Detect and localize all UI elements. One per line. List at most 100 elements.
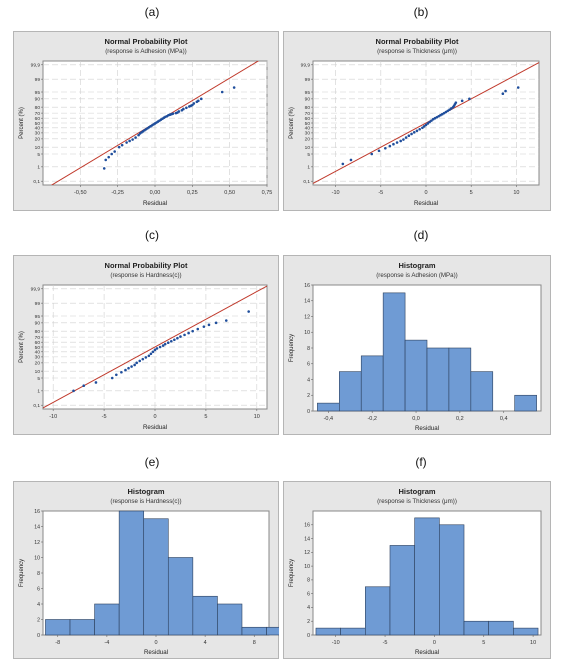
histogram-bar bbox=[360, 355, 384, 412]
histogram-bar bbox=[365, 586, 391, 636]
y-axis-label: Frequency bbox=[289, 334, 295, 362]
y-tick-label: 20 bbox=[305, 137, 311, 143]
y-tick-label: 10 bbox=[35, 369, 41, 375]
data-point bbox=[94, 381, 98, 384]
data-point bbox=[197, 99, 200, 103]
y-tick-label: 1 bbox=[37, 389, 40, 395]
data-point bbox=[104, 158, 108, 162]
y-tick-label: 99 bbox=[305, 77, 311, 83]
data-point bbox=[128, 139, 131, 143]
data-point bbox=[169, 339, 173, 343]
data-point bbox=[185, 106, 188, 110]
y-tick-label: 16 bbox=[34, 509, 40, 515]
y-tick-label: 0,1 bbox=[33, 403, 40, 409]
data-point bbox=[120, 143, 124, 147]
y-tick-label: 8 bbox=[307, 346, 310, 352]
histogram-bar bbox=[339, 371, 362, 412]
y-tick-label: 10 bbox=[304, 330, 310, 336]
data-point bbox=[158, 345, 162, 349]
data-point bbox=[410, 132, 413, 136]
x-tick-label: 10 bbox=[530, 640, 536, 646]
panel-label-b: (b) bbox=[413, 5, 429, 19]
chart-c-hardness-probability: Normal Probability Plot (response is Hard… bbox=[13, 255, 279, 435]
y-tick-label: 90 bbox=[305, 97, 311, 103]
y-axis-label: Percent (%) bbox=[19, 107, 25, 139]
data-point bbox=[426, 122, 430, 125]
x-axis-label: Residual bbox=[143, 200, 167, 207]
data-point bbox=[349, 158, 353, 162]
data-point bbox=[450, 107, 453, 110]
data-point bbox=[404, 136, 408, 139]
x-tick-label: 0,25 bbox=[187, 190, 198, 196]
y-tick-label: 95 bbox=[35, 314, 41, 320]
data-point bbox=[130, 365, 133, 368]
data-point bbox=[468, 97, 471, 101]
y-tick-label: 20 bbox=[35, 361, 41, 367]
y-tick-label: 30 bbox=[35, 355, 41, 361]
chart-title: Normal Probability Plot bbox=[105, 37, 188, 46]
x-tick-label: 5 bbox=[204, 414, 207, 420]
y-tick-label: 6 bbox=[307, 591, 310, 597]
histogram-bar bbox=[118, 510, 145, 636]
data-point bbox=[220, 90, 224, 94]
data-point bbox=[171, 112, 175, 115]
y-tick-label: 80 bbox=[35, 329, 41, 335]
y-tick-label: 0 bbox=[307, 633, 310, 639]
y-tick-label: 5 bbox=[37, 376, 40, 382]
x-tick-label: -5 bbox=[102, 414, 107, 420]
y-tick-label: 0,1 bbox=[303, 179, 310, 185]
y-tick-label: 60 bbox=[35, 116, 41, 122]
data-point bbox=[430, 119, 433, 122]
data-point bbox=[388, 144, 392, 148]
histogram-bar bbox=[94, 603, 120, 636]
y-tick-label: 70 bbox=[35, 335, 41, 341]
y-axis-label: Percent (%) bbox=[289, 107, 295, 139]
data-point bbox=[460, 99, 464, 103]
data-point bbox=[370, 152, 374, 156]
chart-subtitle: (response is Adhesion (MPa)) bbox=[105, 48, 187, 55]
panel-label-f: (f) bbox=[415, 455, 427, 469]
data-point bbox=[155, 347, 159, 350]
data-point bbox=[115, 373, 118, 377]
y-tick-label: 99,9 bbox=[31, 63, 41, 69]
data-point bbox=[247, 310, 250, 313]
x-tick-label: -5 bbox=[383, 640, 388, 646]
x-tick-label: 0 bbox=[154, 640, 157, 646]
x-tick-label: 0,0 bbox=[412, 416, 420, 422]
data-point bbox=[214, 321, 218, 325]
data-point bbox=[179, 335, 182, 338]
data-point bbox=[177, 110, 181, 113]
data-point bbox=[501, 92, 505, 96]
data-point bbox=[224, 319, 228, 322]
x-axis-label: Residual bbox=[143, 424, 167, 431]
data-point bbox=[82, 384, 86, 387]
data-point bbox=[166, 341, 170, 345]
y-tick-label: 16 bbox=[304, 283, 310, 289]
histogram-bar bbox=[317, 402, 340, 412]
y-tick-label: 50 bbox=[35, 345, 41, 351]
data-point bbox=[341, 162, 345, 166]
x-tick-label: 5 bbox=[482, 640, 485, 646]
y-tick-label: 6 bbox=[307, 362, 310, 368]
histogram-bar bbox=[143, 518, 169, 636]
data-point bbox=[163, 342, 167, 346]
data-point bbox=[110, 152, 113, 156]
data-point bbox=[133, 363, 136, 367]
y-axis-label: Percent (%) bbox=[19, 331, 25, 363]
y-tick-label: 4 bbox=[307, 605, 310, 611]
y-tick-label: 10 bbox=[35, 145, 41, 151]
y-tick-label: 0 bbox=[37, 633, 40, 639]
x-tick-label: 0,75 bbox=[262, 190, 273, 196]
data-point bbox=[173, 338, 176, 342]
y-tick-label: 14 bbox=[34, 524, 40, 530]
x-tick-label: -0,4 bbox=[324, 416, 333, 422]
data-point bbox=[182, 107, 185, 111]
y-tick-label: 40 bbox=[305, 126, 311, 132]
data-point bbox=[448, 108, 451, 111]
data-point bbox=[141, 357, 145, 361]
data-point bbox=[149, 352, 153, 356]
data-point bbox=[131, 138, 134, 141]
x-tick-label: -4 bbox=[104, 640, 109, 646]
y-tick-label: 1 bbox=[37, 165, 40, 171]
x-tick-label: 10 bbox=[254, 414, 260, 420]
